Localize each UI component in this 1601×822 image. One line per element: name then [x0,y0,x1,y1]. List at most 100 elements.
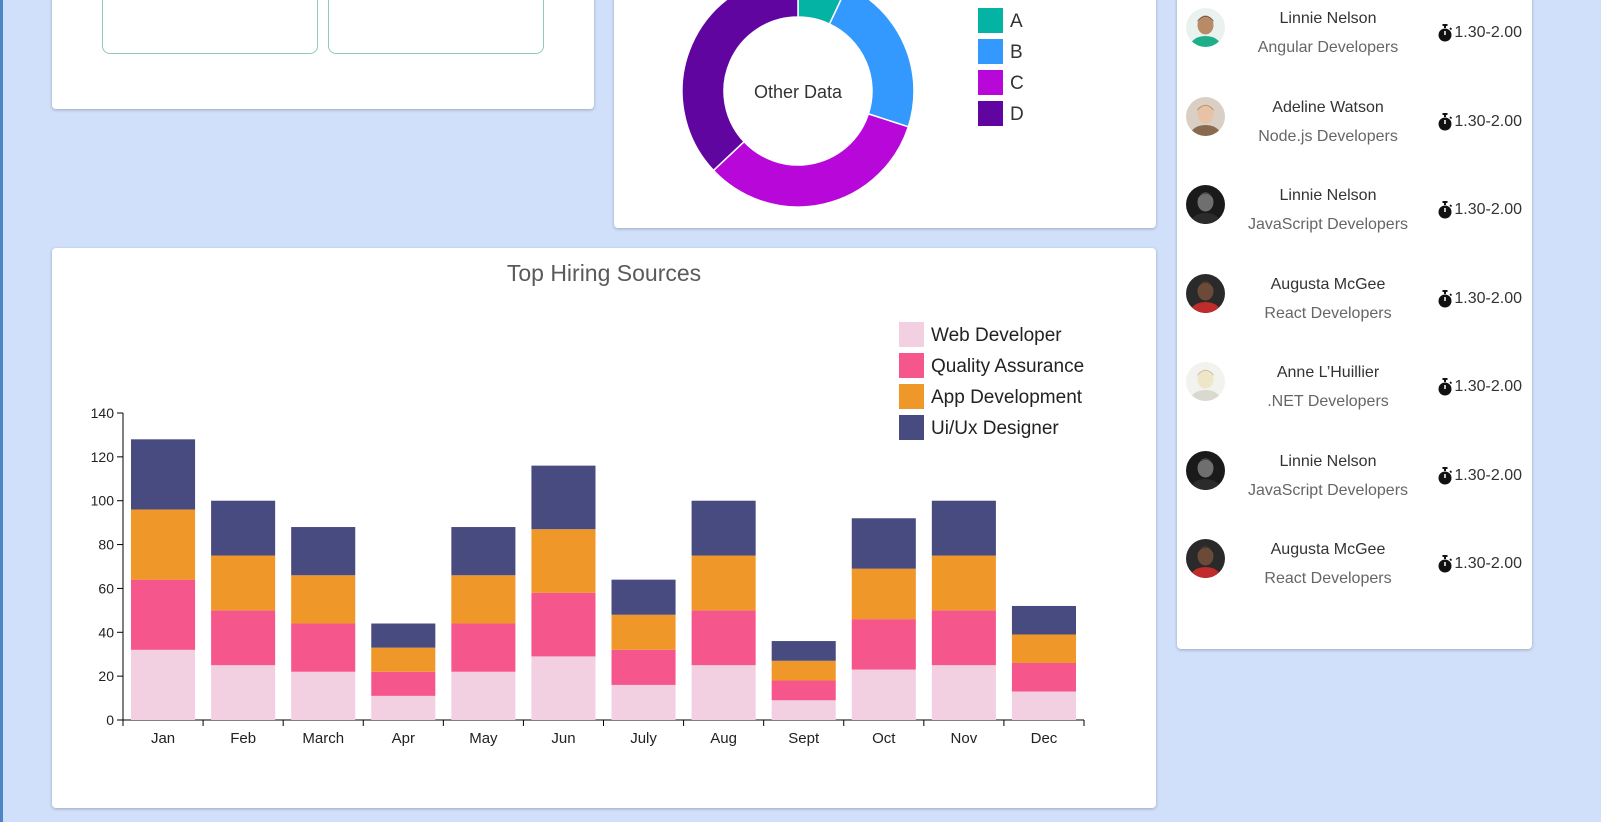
bar-segment-quality-assurance[interactable] [371,671,436,696]
legend-swatch-c[interactable] [978,70,1003,95]
developer-name: Adeline Watson [1272,98,1384,116]
bar-segment-app-development[interactable] [931,555,996,611]
developer-time: 1.30-2.00 [1437,112,1522,131]
developer-row[interactable]: Augusta McGee React Developers 1.30-2.00 [1177,539,1532,619]
developer-time: 1.30-2.00 [1437,24,1522,42]
bar-segment-app-development[interactable] [211,555,276,611]
bar-segment-web-developer[interactable] [611,684,676,720]
bar-segment-quality-assurance[interactable] [131,579,196,650]
bar-segment-ui-ux-designer[interactable] [931,500,996,556]
legend-label[interactable]: App Development [931,387,1083,408]
y-tick-label: 140 [91,405,115,421]
legend-label-b[interactable]: B [1010,42,1023,63]
bar-segment-web-developer[interactable] [371,695,436,720]
bar-segment-web-developer[interactable] [451,671,516,720]
donut-slice-d[interactable] [681,0,799,172]
legend-label[interactable]: Ui/Ux Designer [931,418,1059,439]
bar-segment-quality-assurance[interactable] [611,649,676,685]
developer-row[interactable]: Linnie Nelson JavaScript Developers 1.30-… [1177,450,1532,531]
legend-label-a[interactable]: A [1010,11,1023,32]
bar-segment-ui-ux-designer[interactable] [291,527,356,576]
bar-segment-web-developer[interactable] [851,669,916,720]
avatar[interactable] [1186,96,1225,136]
legend-label[interactable]: Web Developer [931,325,1062,346]
bar-segment-web-developer[interactable] [931,665,996,720]
legend-label-d[interactable]: D [1010,104,1024,125]
bar-segment-app-development[interactable] [451,575,516,624]
donut-slice-c[interactable] [712,112,910,208]
y-tick-label: 120 [91,449,115,465]
developer-row[interactable]: Linnie Nelson Angular Developers 1.30-2.0… [1177,8,1532,88]
bar-segment-quality-assurance[interactable] [851,619,916,670]
legend-swatch-d[interactable] [978,101,1003,126]
bar-segment-web-developer[interactable] [691,665,756,720]
bar-segment-web-developer[interactable] [771,700,836,720]
bar-segment-app-development[interactable] [531,529,596,593]
developer-row[interactable]: Adeline Watson Node.js Developers 1.30-2.… [1177,96,1532,177]
avatar[interactable] [1186,539,1225,578]
y-tick-label: 80 [98,537,114,553]
developer-time-text: 1.30-2.00 [1454,378,1522,395]
developer-role: React Developers [1264,570,1392,587]
legend-swatch[interactable] [899,384,924,409]
avatar[interactable] [1186,273,1225,313]
x-tick-label: Oct [872,730,896,747]
bar-segment-ui-ux-designer[interactable] [611,579,676,615]
bar-segment-web-developer[interactable] [291,671,356,720]
bar-segment-quality-assurance[interactable] [531,592,596,657]
x-tick-label: Aug [710,730,737,747]
bar-segment-web-developer[interactable] [1011,691,1076,720]
bar-segment-ui-ux-designer[interactable] [531,465,596,530]
developer-row[interactable]: Linnie Nelson JavaScript Developers 1.30-… [1177,185,1532,265]
bar-segment-ui-ux-designer[interactable] [211,500,276,556]
developer-row[interactable]: Augusta McGee React Developers 1.30-2.00 [1177,273,1532,354]
avatar[interactable] [1186,185,1225,224]
developer-row[interactable]: Anne L’Huillier .NET Developers 1.30-2.00 [1177,362,1532,442]
bar-segment-ui-ux-designer[interactable] [371,623,436,648]
legend-label-c[interactable]: C [1010,73,1024,94]
chart-title: Top Hiring Sources [506,260,702,286]
bar-segment-app-development[interactable] [131,509,196,580]
bar-segment-ui-ux-designer[interactable] [451,527,516,576]
stopwatch-icon [1437,24,1453,42]
bar-segment-ui-ux-designer[interactable] [851,518,916,569]
bar-segment-web-developer[interactable] [531,656,596,720]
bar-segment-quality-assurance[interactable] [1011,662,1076,692]
bar-segment-ui-ux-designer[interactable] [131,439,196,510]
bar-segment-app-development[interactable] [611,614,676,650]
legend-swatch[interactable] [899,415,924,440]
bar-segment-quality-assurance[interactable] [771,680,836,701]
x-tick-label: Dec [1031,730,1058,747]
bar-segment-ui-ux-designer[interactable] [771,641,836,661]
legend-swatch-b[interactable] [978,39,1003,64]
bar-segment-ui-ux-designer[interactable] [1011,605,1076,635]
bar-segment-app-development[interactable] [851,568,916,620]
bar-segment-quality-assurance[interactable] [211,610,276,666]
bar-segment-app-development[interactable] [771,660,836,681]
legend-swatch[interactable] [899,353,924,378]
bar-segment-app-development[interactable] [1011,634,1076,663]
developer-name: Anne L’Huillier [1276,364,1380,381]
legend-swatch-a[interactable] [978,8,1003,33]
developer-role: Node.js Developers [1258,127,1398,145]
bar-segment-app-development[interactable] [291,575,356,624]
x-tick-label: Nov [951,730,978,747]
bar-segment-quality-assurance[interactable] [451,623,516,672]
bar-segment-quality-assurance[interactable] [291,623,356,672]
bar-segment-web-developer[interactable] [131,649,196,720]
bar-segment-ui-ux-designer[interactable] [691,500,756,556]
developer-name: Linnie Nelson [1279,452,1377,470]
developer-time-text: 1.30-2.00 [1454,466,1522,484]
legend-swatch[interactable] [899,322,924,347]
bar-segment-web-developer[interactable] [211,665,276,720]
avatar[interactable] [1186,8,1225,47]
bar-segment-app-development[interactable] [691,555,756,611]
bar-segment-app-development[interactable] [371,647,436,672]
empty-box-1 [102,0,318,54]
avatar[interactable] [1186,450,1225,490]
avatar[interactable] [1186,362,1225,401]
bar-segment-quality-assurance[interactable] [931,610,996,666]
bar-segment-quality-assurance[interactable] [691,610,756,666]
legend-label[interactable]: Quality Assurance [931,356,1084,377]
donut-slice-b[interactable] [828,0,915,128]
